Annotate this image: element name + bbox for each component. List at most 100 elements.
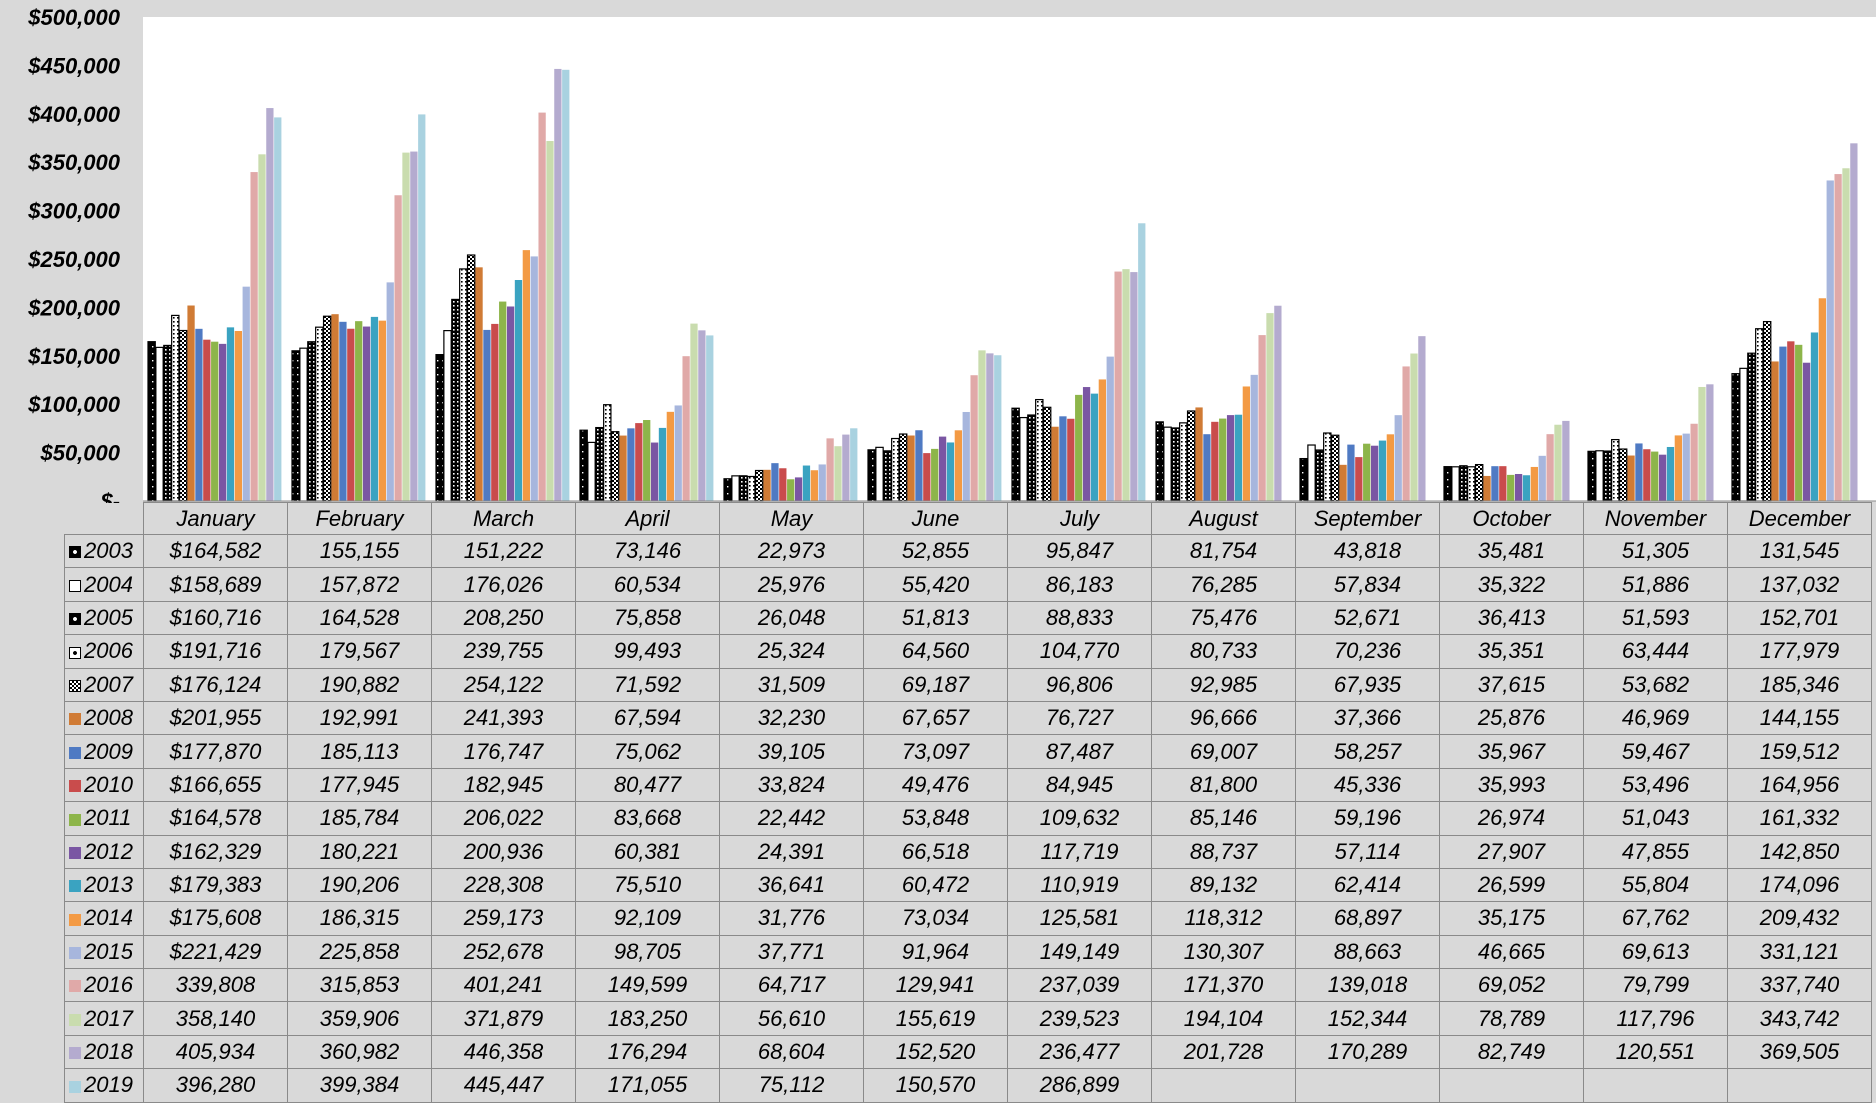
bar-2009-december — [1779, 346, 1787, 501]
table-cell: 31,776 — [719, 901, 864, 936]
table-cell: 117,719 — [1007, 834, 1152, 869]
y-tick-label: $250,000 — [27, 247, 121, 272]
bar-2010-october — [1499, 466, 1507, 501]
table-cell: 396,280 — [143, 1068, 288, 1103]
bar-2015-december — [1826, 180, 1834, 501]
table-cell: 35,351 — [1439, 634, 1584, 669]
legend-key-icon — [69, 613, 81, 626]
bar-2012-december — [1802, 362, 1811, 501]
y-tick-label: $100,000 — [27, 392, 121, 417]
table-cell: 27,907 — [1439, 834, 1584, 869]
bar-2006-april — [603, 404, 612, 502]
table-cell: 109,632 — [1007, 801, 1152, 836]
legend-key-icon — [69, 646, 81, 659]
bar-2008-july — [1051, 426, 1059, 501]
bar-2017-february — [402, 152, 410, 502]
bar-2009-august — [1203, 434, 1211, 501]
table-cell: 64,560 — [863, 634, 1008, 669]
bar-2004-december — [1739, 367, 1748, 502]
table-cell: $177,870 — [143, 734, 288, 769]
bar-2005-october — [1459, 465, 1468, 502]
legend-key-icon — [69, 980, 81, 993]
table-cell: 358,140 — [143, 1001, 288, 1036]
bar-2019-june — [994, 355, 1002, 501]
table-row: 2004 $158,689 157,872 176,026 60,534 25,976 55… — [64, 567, 1872, 602]
table-row: 2015 $221,429 225,858 252,678 98,705 37,771 91… — [64, 934, 1872, 970]
bar-2012-february — [362, 326, 371, 501]
table-cell: 171,370 — [1151, 968, 1296, 1003]
legend-entry: 2009 — [64, 734, 144, 769]
bar-2005-june — [883, 450, 892, 502]
bar-2018-september — [1418, 336, 1426, 501]
legend-key-icon — [69, 1080, 81, 1093]
table-cell: 192,991 — [287, 700, 432, 736]
bar-2010-september — [1355, 457, 1363, 501]
table-cell: 67,762 — [1583, 901, 1728, 936]
table-cell: 360,982 — [287, 1034, 432, 1070]
bar-2016-august — [1258, 335, 1266, 501]
table-cell: 117,796 — [1583, 1001, 1728, 1036]
series-name: 2014 — [84, 905, 133, 931]
bar-2009-march — [483, 329, 491, 501]
bar-2018-october — [1562, 420, 1570, 501]
bar-2016-april — [682, 356, 690, 501]
y-tick-label: $400,000 — [27, 102, 121, 127]
series-name: 2016 — [84, 972, 133, 998]
bar-2017-november — [1698, 386, 1706, 501]
table-cell: 139,018 — [1295, 968, 1440, 1003]
bar-2004-may — [731, 475, 740, 502]
bar-2009-february — [339, 321, 347, 501]
bar-2012-october — [1514, 473, 1523, 501]
table-cell: 25,976 — [719, 567, 864, 602]
bar-2013-june — [946, 442, 955, 501]
bar-2007-november — [1618, 448, 1628, 502]
month-header: May — [719, 502, 864, 535]
table-cell: 405,934 — [143, 1034, 288, 1070]
table-cell: 176,026 — [431, 567, 576, 602]
table-cell: $158,689 — [143, 567, 288, 602]
bar-2014-may — [810, 470, 818, 501]
legend-entry: 2005 — [64, 600, 144, 636]
bar-2003-september — [1299, 457, 1308, 502]
table-cell: 201,728 — [1151, 1034, 1296, 1070]
table-row: 2013 $179,383 190,206 228,308 75,510 36,641 60… — [64, 867, 1872, 903]
table-row: 2014 $175,608 186,315 259,173 92,109 31,776 73… — [64, 901, 1872, 936]
bar-2004-november — [1595, 450, 1604, 502]
legend-entry: 2019 — [64, 1068, 144, 1103]
table-cell: 73,097 — [863, 734, 1008, 769]
bar-2012-august — [1226, 415, 1235, 501]
table-cell: 49,476 — [863, 767, 1008, 803]
table-cell: $162,329 — [143, 834, 288, 869]
bar-2011-july — [1075, 394, 1083, 501]
table-row: 2018 405,934 360,982 446,358 176,294 68,604 15… — [64, 1034, 1872, 1070]
bar-2009-may — [771, 463, 779, 501]
table-cell: 22,442 — [719, 801, 864, 836]
table-cell: 130,307 — [1151, 934, 1296, 970]
table-cell: 70,236 — [1295, 634, 1440, 669]
bar-2003-march — [435, 354, 444, 502]
series-name: 2004 — [84, 571, 133, 597]
bar-2012-july — [1082, 387, 1091, 501]
bar-2005-january — [163, 344, 172, 502]
bar-2018-july — [1130, 272, 1138, 501]
bar-2018-august — [1274, 305, 1282, 501]
bar-2015-may — [818, 464, 826, 501]
bar-2008-november — [1627, 455, 1635, 501]
bar-2003-february — [291, 350, 300, 502]
bar-2003-april — [579, 429, 588, 502]
bar-2015-june — [962, 411, 970, 501]
bar-2007-june — [898, 433, 908, 502]
table-cell: 155,619 — [863, 1001, 1008, 1036]
table-cell: 67,657 — [863, 700, 1008, 736]
table-cell: 59,196 — [1295, 801, 1440, 836]
bar-2007-september — [1330, 434, 1340, 502]
legend-key-icon — [69, 813, 81, 826]
table-cell: $164,582 — [143, 533, 288, 569]
table-cell: 170,289 — [1295, 1034, 1440, 1070]
table-cell: 331,121 — [1727, 934, 1872, 970]
legend-entry: 2014 — [64, 901, 144, 936]
table-cell: 164,528 — [287, 600, 432, 636]
bar-2007-july — [1042, 406, 1052, 502]
table-cell: 182,945 — [431, 767, 576, 803]
table-cell: 73,146 — [575, 533, 720, 569]
